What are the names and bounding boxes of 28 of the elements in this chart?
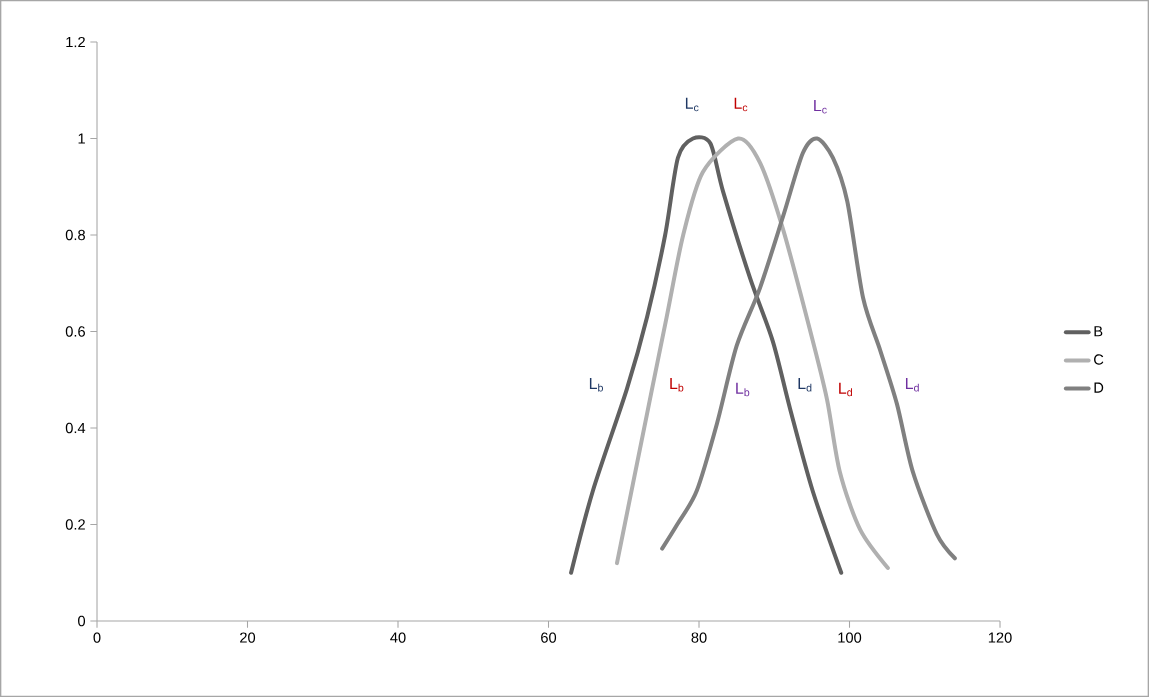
x-tick-label: 60	[541, 632, 557, 643]
annotation: L$_{d}$	[905, 378, 919, 392]
x-tick-label: 20	[240, 632, 256, 643]
y-tick-label: 1	[78, 133, 85, 144]
y-tick-label: 0.2	[65, 519, 85, 530]
x-tick-label: 80	[691, 632, 707, 643]
y-tick-label: 1.2	[66, 36, 85, 48]
line-series	[660, 136, 957, 561]
annotation: L$_{d}$	[798, 378, 812, 392]
y-tick-label: 0.4	[65, 422, 86, 434]
y-tick-label: 0.8	[65, 229, 85, 241]
line-series	[614, 136, 890, 570]
annotation: L$_{b}$	[736, 382, 750, 397]
annotation: L$_{c}$	[685, 97, 699, 112]
x-tick-label: 120	[988, 632, 1012, 643]
annotation: L$_{b}$	[589, 378, 603, 392]
x-tick-label: 40	[390, 632, 406, 643]
x-tick-label: 100	[838, 632, 862, 643]
annotation: L$_{d}$	[839, 382, 852, 397]
legend-label: C	[1094, 354, 1104, 365]
annotation: L$_{b}$	[670, 378, 684, 392]
y-tick-label: 0	[78, 615, 86, 627]
x-tick-label: 0	[93, 632, 101, 643]
legend-label: D	[1094, 382, 1104, 393]
annotation: L$_{c}$	[814, 100, 827, 114]
legend-label: B	[1094, 326, 1103, 337]
y-tick-label: 0.6	[65, 326, 85, 337]
annotation: L$_{c}$	[734, 97, 748, 112]
